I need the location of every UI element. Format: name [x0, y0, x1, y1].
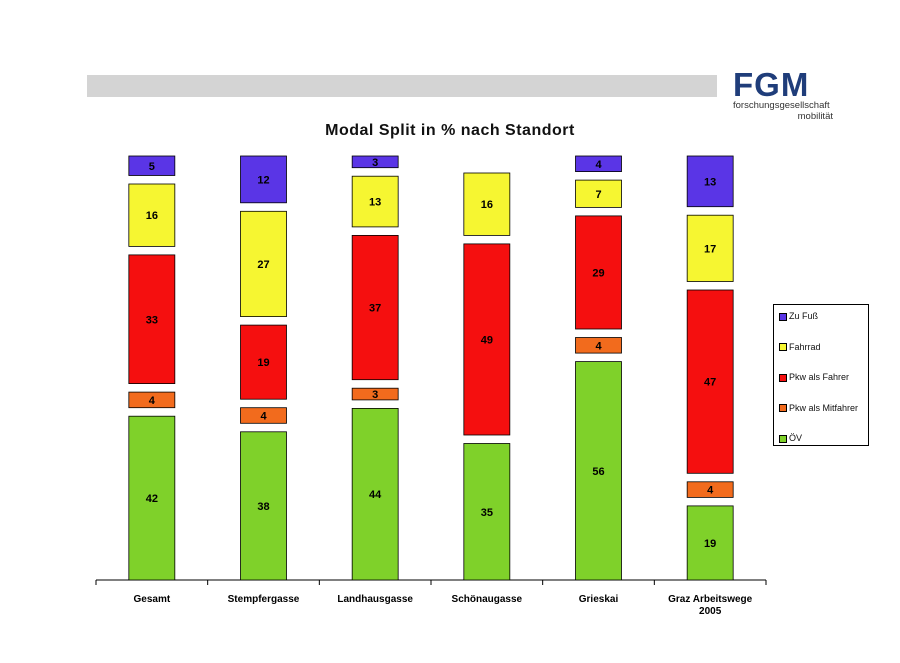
chart-legend: Zu Fuß Fahrrad Pkw als Fahrer Pkw als Mitfa…	[773, 304, 869, 446]
data-label: 4	[707, 485, 714, 497]
x-tick-label: Schönaugasse	[452, 594, 523, 605]
legend-item: Zu Fuß	[779, 311, 818, 321]
data-label: 7	[595, 189, 601, 201]
bar-segment	[575, 337, 622, 354]
bar-segment	[240, 407, 287, 424]
chart-title: Modal Split in % nach Standort	[325, 122, 575, 139]
bar-segment	[240, 324, 287, 400]
data-label: 35	[481, 507, 493, 519]
bar-segment	[128, 391, 176, 409]
bar-segment	[463, 172, 511, 236]
bar-segment	[463, 443, 511, 581]
legend-label: Pkw als Fahrer	[789, 372, 850, 382]
legend-swatch	[779, 404, 787, 413]
bar-segment	[351, 155, 399, 169]
legend-label: Fahrrad	[789, 341, 821, 352]
bar-segment	[686, 505, 734, 581]
bar-segment	[575, 361, 622, 581]
data-label: 42	[146, 493, 158, 505]
data-label: 4	[149, 395, 156, 407]
bar-segment	[686, 289, 734, 474]
data-label: 19	[257, 357, 269, 369]
x-tick-label: Stempfergasse	[228, 594, 300, 605]
data-label: 44	[369, 489, 382, 501]
logo-line-1: forschungsgesellschaft	[733, 100, 830, 111]
data-label: 4	[595, 340, 602, 352]
data-label: 19	[704, 538, 716, 550]
bar-segment	[575, 155, 622, 173]
data-label: 16	[481, 199, 493, 211]
bar-segment	[128, 254, 176, 384]
bar-segment	[128, 183, 176, 247]
data-label: 27	[257, 259, 269, 271]
legend-label: ÖV	[789, 433, 803, 443]
data-label: 37	[369, 303, 381, 315]
x-tick-label: Gesamt	[133, 594, 170, 605]
legend-item: Pkw als Fahrer	[779, 372, 849, 382]
header-bar	[87, 75, 717, 97]
data-label: 33	[146, 314, 158, 326]
legend-swatch	[779, 373, 787, 382]
bar-segment	[686, 214, 734, 282]
x-tick-label: Graz Arbeitswege	[668, 594, 753, 605]
data-label: 5	[149, 161, 155, 173]
legend-item: Pkw als Mitfahrer	[779, 403, 858, 413]
legend-label: Pkw als Mitfahrer	[789, 402, 859, 413]
bar-segment	[575, 215, 622, 330]
data-label: 16	[146, 210, 158, 222]
data-label: 13	[369, 197, 381, 209]
bar-segment	[463, 243, 511, 436]
data-label: 12	[257, 174, 269, 186]
bar-segment	[240, 155, 287, 204]
data-label: 4	[260, 411, 267, 423]
data-label: 3	[372, 157, 378, 169]
legend-item: Fahrrad	[779, 342, 821, 352]
bar-segment	[351, 387, 399, 401]
bar-segment	[240, 431, 287, 581]
bar-segment	[575, 179, 622, 208]
bar-segment	[240, 210, 287, 318]
logo-mark: FGM	[733, 66, 810, 103]
bar-segment	[128, 155, 176, 176]
x-tick-label: Grieskai	[579, 594, 619, 605]
data-label: 49	[481, 334, 493, 346]
bar-segment	[351, 407, 399, 581]
data-label: 47	[704, 377, 716, 389]
fgm-logo: FGM forschungsgesellschaft mobilität	[733, 66, 843, 125]
bar-segment	[686, 481, 734, 498]
data-label: 29	[592, 267, 604, 279]
bar-segment	[351, 234, 399, 381]
logo-line-2: mobilität	[797, 111, 833, 122]
legend-swatch	[779, 312, 787, 321]
x-tick-label: 2005	[699, 606, 722, 617]
data-label: 4	[595, 159, 602, 171]
data-label: 3	[372, 389, 378, 401]
data-label: 56	[592, 466, 604, 478]
legend-swatch	[779, 343, 787, 352]
data-label: 38	[257, 501, 269, 513]
data-label: 17	[704, 243, 716, 255]
bar-segment	[351, 175, 399, 228]
legend-label: Zu Fuß	[789, 311, 819, 321]
bar-segment	[686, 155, 734, 208]
bar-segment	[128, 415, 176, 581]
x-tick-label: Landhausgasse	[337, 594, 413, 605]
legend-item: ÖV	[779, 433, 802, 443]
legend-swatch	[779, 434, 787, 443]
data-label: 13	[704, 176, 716, 188]
